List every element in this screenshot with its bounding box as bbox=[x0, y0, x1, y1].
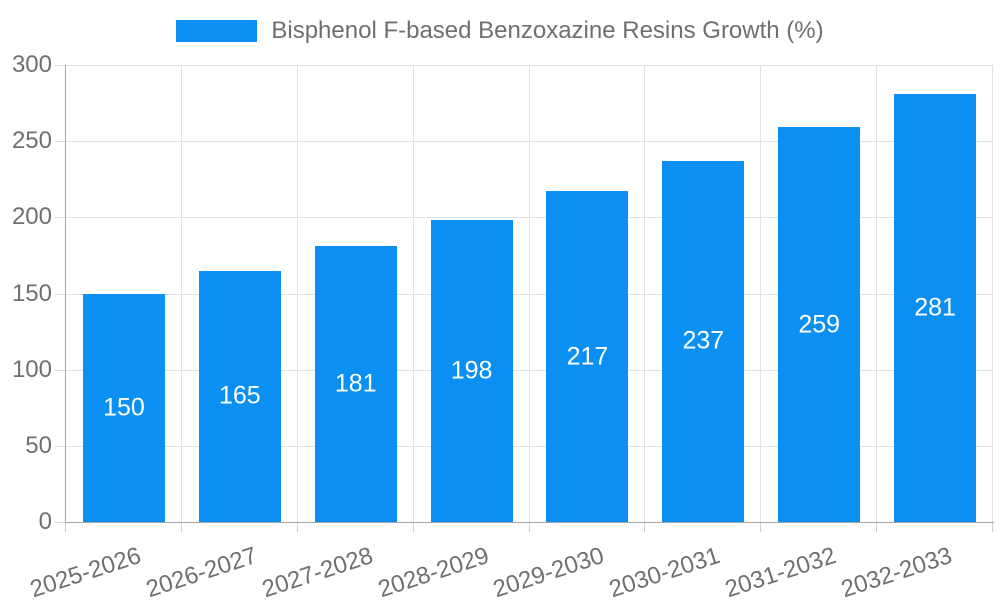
x-axis-tick bbox=[528, 523, 530, 532]
x-axis-tick bbox=[65, 523, 66, 532]
gridline-horizontal bbox=[66, 217, 993, 219]
x-axis-tick bbox=[296, 523, 298, 532]
y-axis-tick bbox=[55, 141, 65, 143]
bar[interactable]: 150 bbox=[82, 293, 165, 522]
bar-value-label: 259 bbox=[798, 310, 841, 339]
legend-swatch bbox=[176, 20, 258, 42]
gridline-vertical bbox=[412, 65, 414, 522]
gridline-horizontal bbox=[66, 445, 993, 447]
gridline-vertical bbox=[528, 65, 530, 522]
x-axis-tick bbox=[876, 523, 878, 532]
plot-area: 150 165 181 198 217 237 259 281 bbox=[66, 65, 993, 522]
bar-value-label: 150 bbox=[103, 393, 145, 422]
x-axis-line bbox=[65, 522, 994, 523]
bar[interactable]: 259 bbox=[778, 127, 861, 522]
y-axis-label: 0 bbox=[38, 508, 52, 535]
bar[interactable]: 198 bbox=[430, 220, 513, 522]
gridline-horizontal bbox=[66, 369, 993, 371]
x-axis-tick bbox=[992, 523, 993, 532]
y-axis-label: 100 bbox=[11, 355, 52, 383]
x-axis-tick bbox=[760, 523, 762, 532]
gridline-vertical bbox=[760, 65, 762, 522]
y-axis-line bbox=[65, 65, 66, 523]
bar-value-label: 165 bbox=[218, 381, 261, 410]
y-axis-tick bbox=[55, 65, 65, 66]
bar-value-label: 217 bbox=[566, 342, 609, 371]
y-axis-tick bbox=[55, 445, 65, 447]
bar[interactable]: 217 bbox=[546, 191, 629, 522]
gridline-vertical bbox=[180, 65, 182, 522]
y-axis-tick bbox=[55, 369, 65, 371]
x-axis-tick bbox=[412, 523, 414, 532]
y-axis-label: 200 bbox=[11, 203, 52, 231]
y-axis-label: 300 bbox=[11, 51, 52, 78]
gridline-horizontal bbox=[66, 141, 993, 143]
y-axis-tick bbox=[55, 293, 65, 295]
bar[interactable]: 181 bbox=[314, 246, 397, 522]
bar[interactable]: 237 bbox=[662, 160, 745, 522]
bar[interactable]: 165 bbox=[198, 270, 281, 522]
bar-value-label: 281 bbox=[914, 293, 956, 322]
y-axis-tick bbox=[55, 522, 65, 523]
bar-value-label: 198 bbox=[450, 356, 493, 385]
y-axis-label: 150 bbox=[11, 279, 52, 307]
gridline-horizontal bbox=[66, 65, 993, 66]
gridline-vertical bbox=[876, 65, 878, 522]
gridline-vertical bbox=[296, 65, 298, 522]
legend-label: Bisphenol F-based Benzoxazine Resins Gro… bbox=[271, 17, 824, 44]
x-axis-tick bbox=[180, 523, 182, 532]
bar-value-label: 237 bbox=[682, 326, 725, 355]
y-axis-label: 250 bbox=[11, 127, 52, 155]
bar[interactable]: 281 bbox=[894, 93, 977, 522]
gridline-vertical bbox=[992, 65, 993, 522]
y-axis-tick bbox=[55, 217, 65, 219]
y-axis-label: 50 bbox=[25, 431, 52, 459]
gridline-vertical bbox=[644, 65, 646, 522]
bar-value-label: 181 bbox=[334, 369, 377, 398]
gridline-horizontal bbox=[66, 293, 993, 295]
x-axis-tick bbox=[644, 523, 646, 532]
legend[interactable]: Bisphenol F-based Benzoxazine Resins Gro… bbox=[0, 16, 1000, 46]
